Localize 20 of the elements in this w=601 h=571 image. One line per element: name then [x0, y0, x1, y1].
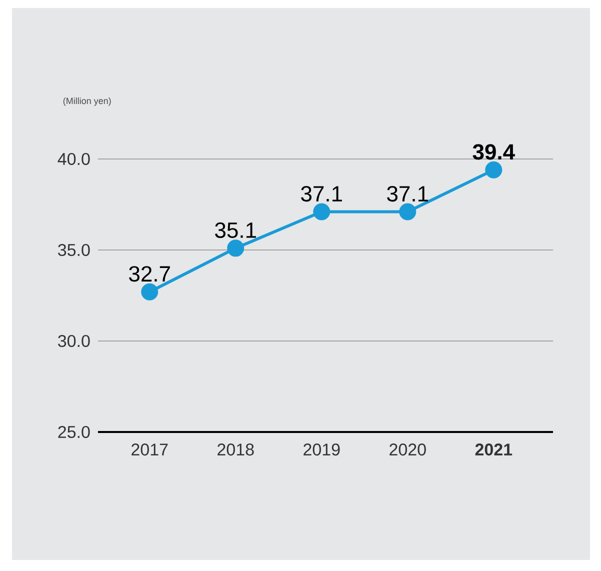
- data-label: 32.7: [129, 266, 170, 282]
- y-tick-label: 40.0: [58, 152, 90, 166]
- data-label: 37.1: [301, 186, 342, 202]
- point: [399, 203, 416, 220]
- x-tick-label: 2020: [390, 444, 426, 456]
- y-tick-label: 30.0: [58, 334, 90, 348]
- data-label: 35.1: [215, 222, 256, 238]
- point: [227, 240, 244, 257]
- x-tick-label: 2019: [304, 444, 340, 456]
- text: (Million yen): [63, 97, 111, 106]
- data-label: 37.1: [387, 186, 428, 202]
- x-tick-label: 2018: [218, 444, 254, 456]
- data-label: 39.4: [472, 144, 515, 160]
- x-tick-label: 2021: [475, 444, 512, 456]
- y-tick-label: 35.0: [58, 244, 90, 256]
- x-tick-label: 2017: [132, 444, 168, 456]
- point: [141, 283, 158, 300]
- y-tick-label: 25.0: [58, 426, 90, 438]
- point: [485, 161, 502, 178]
- point: [313, 203, 330, 220]
